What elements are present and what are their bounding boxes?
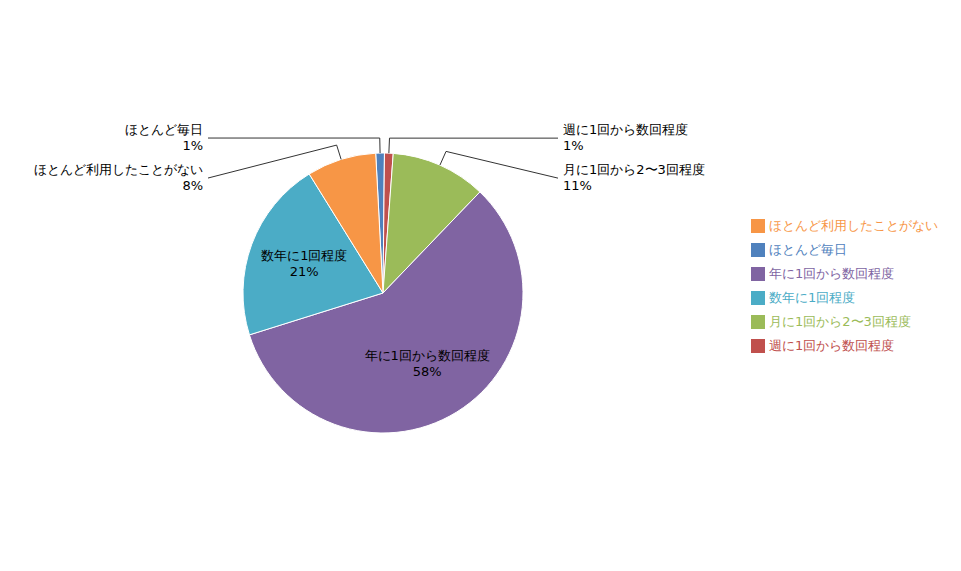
svg-text:年に1回から数回程度58%: 年に1回から数回程度58% xyxy=(365,348,490,379)
html-text:月に1回から2〜3回程度: 月に1回から2〜3回程度 xyxy=(769,313,911,329)
html-text:数年に1回程度: 数年に1回程度 xyxy=(769,289,856,305)
html-text:週に1回から数回程度: 週に1回から数回程度 xyxy=(769,337,895,353)
html-text:ほとんど利用したことがない: ほとんど利用したことがない xyxy=(769,217,938,233)
svg-text:ほとんど毎日1%: ほとんど毎日1% xyxy=(125,122,203,153)
svg-text:月に1回から2〜3回程度11%: 月に1回から2〜3回程度11% xyxy=(563,162,705,193)
svg-text:ほとんど利用したことがない8%: ほとんど利用したことがない8% xyxy=(34,162,203,193)
svg-text:週に1回から数回程度1%: 週に1回から数回程度1% xyxy=(563,122,688,153)
html-text:ほとんど毎日: ほとんど毎日 xyxy=(769,241,847,257)
html-text:年に1回から数回程度: 年に1回から数回程度 xyxy=(769,265,895,281)
svg-text:数年に1回程度21%: 数年に1回程度21% xyxy=(261,247,347,278)
